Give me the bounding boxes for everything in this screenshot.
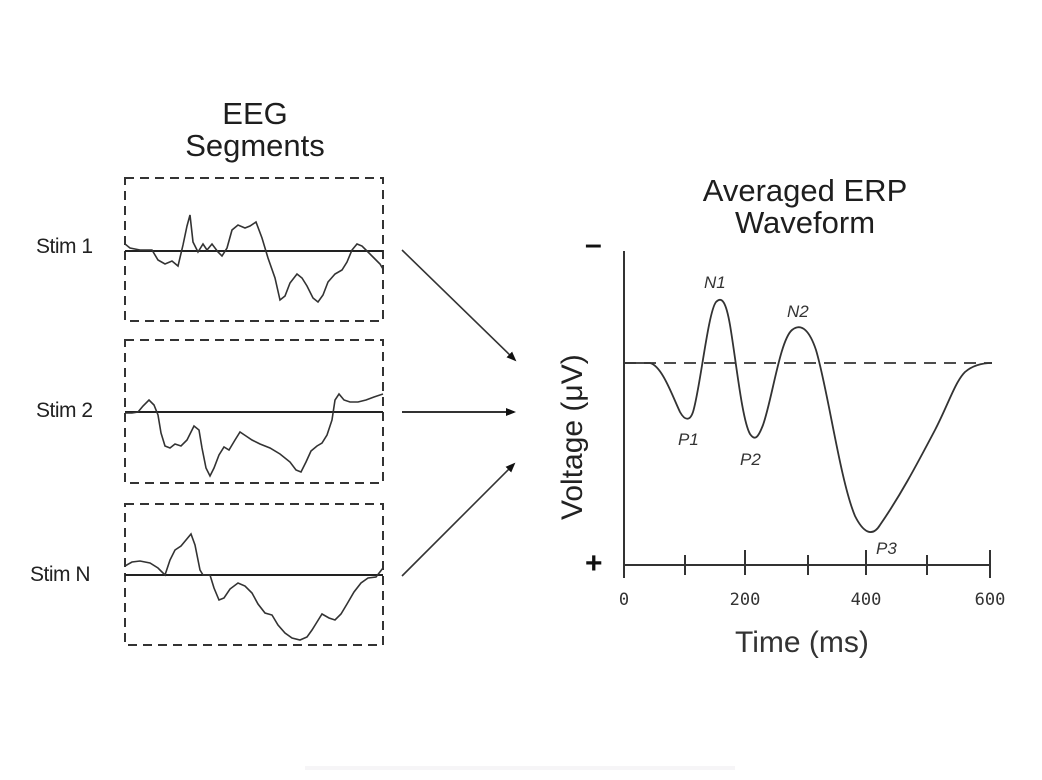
- eeg-trace-stim-2: [125, 392, 384, 478]
- stim-1-label: Stim 1: [36, 235, 93, 258]
- segment-box-stim-n: [124, 503, 384, 646]
- stim-n-label: Stim N: [30, 563, 91, 586]
- segment-box-stim-1: [124, 177, 384, 322]
- y-axis-label: Voltage (μV): [556, 354, 589, 520]
- erp-waveform-trace: [624, 298, 993, 533]
- bottom-divider: [305, 766, 735, 770]
- n1-label: N1: [704, 273, 726, 292]
- eeg-title-line2: Segments: [185, 128, 325, 163]
- eeg-segments-title: EEG Segments: [150, 98, 360, 162]
- n2-label: N2: [787, 302, 809, 321]
- arrow-stim-n-to-erp: [401, 462, 516, 577]
- segment-box-stim-2: [124, 339, 384, 484]
- x-tick-600: 600: [974, 590, 1006, 610]
- x-tick-400: 400: [850, 590, 882, 610]
- x-tick-0: 0: [618, 590, 630, 610]
- negative-sign-top: –: [585, 228, 602, 261]
- erp-waveform-title: Averaged ERP Waveform: [660, 175, 950, 239]
- x-tick-200: 200: [729, 590, 761, 610]
- eeg-title-line1: EEG: [222, 96, 288, 131]
- erp-title-line1: Averaged ERP: [702, 173, 908, 208]
- p1-label: P1: [678, 430, 699, 449]
- eeg-trace-stim-1: [124, 214, 384, 304]
- p2-label: P2: [740, 450, 761, 469]
- eeg-trace-stim-n: [124, 532, 384, 641]
- positive-sign-bottom: +: [585, 547, 603, 580]
- erp-title-line2: Waveform: [734, 205, 876, 240]
- stim-2-label: Stim 2: [36, 399, 93, 422]
- arrow-stim-1-to-erp: [401, 249, 517, 362]
- erp-x-axis: [624, 550, 991, 578]
- p3-label: P3: [876, 539, 897, 558]
- x-axis-label: Time (ms): [735, 626, 869, 659]
